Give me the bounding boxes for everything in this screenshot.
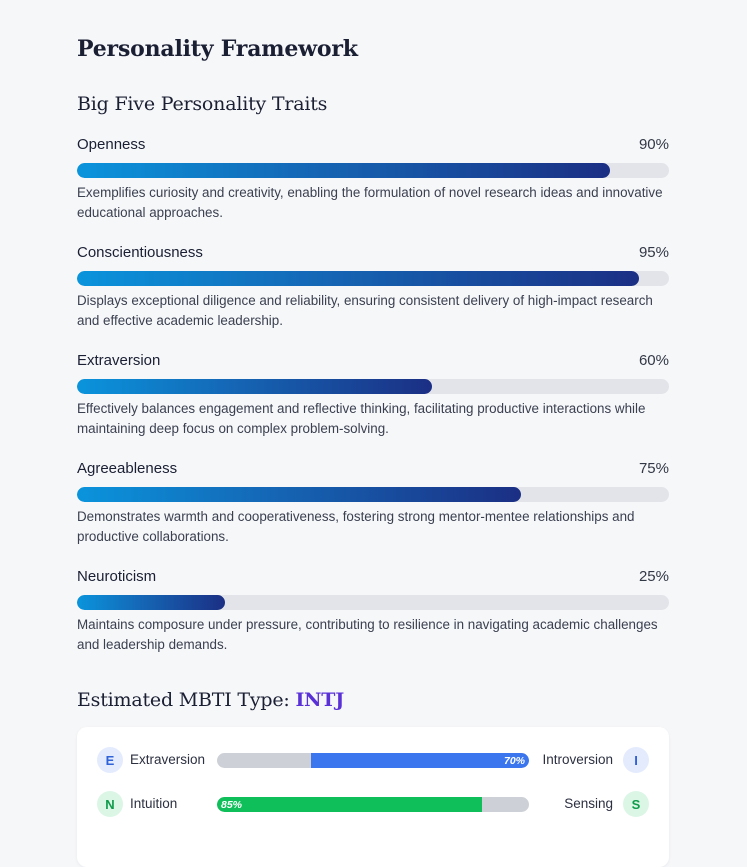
trait-bar-track — [77, 379, 669, 394]
mbti-left-label: Intuition — [130, 796, 178, 811]
mbti-right-label: Introversion — [542, 752, 613, 767]
mbti-letter-badge: S — [623, 791, 649, 817]
mbti-value-label: 70% — [503, 754, 525, 767]
trait-row-openness: Openness 90% Exemplifies curiosity and cre… — [77, 136, 669, 244]
trait-row-conscientiousness: Conscientiousness 95% Displays exceptional… — [77, 244, 669, 352]
trait-row-agreeableness: Agreeableness 75% Demonstrates warmth and … — [77, 460, 669, 568]
trait-bar-track — [77, 271, 669, 286]
mbti-bar-fill: 70% — [310, 753, 529, 768]
trait-value: 75% — [638, 460, 669, 477]
trait-header: Agreeableness 75% — [77, 460, 669, 480]
trait-header: Conscientiousness 95% — [77, 244, 669, 264]
trait-value: 25% — [638, 568, 669, 585]
trait-value: 90% — [638, 136, 669, 153]
trait-value: 60% — [638, 352, 669, 369]
trait-name: Openness — [77, 136, 146, 153]
mbti-left-label: Extraversion — [130, 752, 206, 767]
trait-description: Exemplifies curiosity and creativity, en… — [77, 185, 663, 220]
mbti-dimension-row: E Extraversion 70% Introversion I — [97, 747, 649, 775]
trait-name: Extraversion — [77, 352, 161, 369]
trait-bar-fill — [77, 487, 521, 502]
trait-bar-fill — [77, 595, 225, 610]
mbti-card: E Extraversion 70% Introversion I N Intuition 8… — [77, 727, 669, 867]
trait-name: Agreeableness — [77, 460, 178, 477]
mbti-type: INTJ — [295, 689, 345, 711]
mbti-bar-fill: 85% — [217, 797, 483, 812]
trait-header: Extraversion 60% — [77, 352, 669, 372]
trait-bar-track — [77, 595, 669, 610]
mbti-right-label: Sensing — [564, 796, 613, 811]
trait-value: 95% — [638, 244, 669, 261]
trait-bar-fill — [77, 163, 610, 178]
mbti-bar-track: 85% — [217, 797, 529, 812]
mbti-bar-track: 70% — [217, 753, 529, 768]
mbti-letter-badge: N — [97, 791, 123, 817]
mbti-dimension-row: N Intuition 85% Sensing S — [97, 791, 649, 819]
trait-header: Neuroticism 25% — [77, 568, 669, 588]
trait-bar-fill — [77, 379, 433, 394]
trait-bar-track — [77, 163, 669, 178]
trait-description: Demonstrates warmth and cooperativeness,… — [77, 509, 635, 544]
trait-bar-track — [77, 487, 669, 502]
mbti-value-label: 85% — [221, 798, 243, 811]
trait-list: Openness 90% Exemplifies curiosity and cre… — [77, 136, 669, 676]
trait-description: Effectively balances engagement and refl… — [77, 401, 646, 436]
mbti-letter-badge: E — [97, 747, 123, 773]
trait-name: Neuroticism — [77, 568, 157, 585]
mbti-letter-badge: I — [623, 747, 649, 773]
trait-description: Maintains composure under pressure, cont… — [77, 617, 658, 652]
mbti-title: Estimated MBTI Type: INTJ — [77, 689, 344, 711]
trait-name: Conscientiousness — [77, 244, 203, 261]
trait-header: Openness 90% — [77, 136, 669, 156]
trait-description: Displays exceptional diligence and relia… — [77, 293, 653, 328]
trait-bar-fill — [77, 271, 640, 286]
big-five-title: Big Five Personality Traits — [77, 93, 328, 115]
mbti-title-prefix: Estimated MBTI Type: — [77, 689, 296, 711]
trait-row-neuroticism: Neuroticism 25% Maintains composure under … — [77, 568, 669, 676]
page-title: Personality Framework — [77, 36, 358, 62]
trait-row-extraversion: Extraversion 60% Effectively balances enga… — [77, 352, 669, 460]
